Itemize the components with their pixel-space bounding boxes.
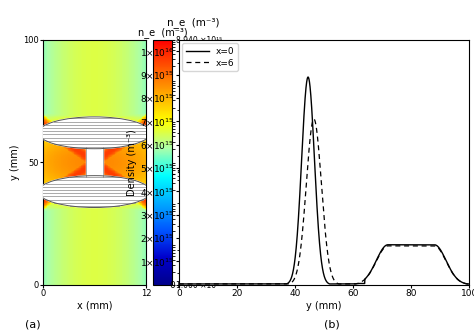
x=0 [209,282,215,286]
x=6 [311,117,317,121]
x=6 [287,281,293,285]
Circle shape [38,117,151,149]
x=6 [209,282,215,286]
Legend: x=0, x=6: x=0, x=6 [182,43,238,71]
x=0 [466,282,472,286]
Y-axis label: Density (m⁻³): Density (m⁻³) [128,129,137,196]
X-axis label: y (mm): y (mm) [306,301,342,310]
x=0 [300,135,306,139]
x=0 [305,75,311,79]
Line: x=6: x=6 [179,119,469,284]
Text: n_e  (m⁻³): n_e (m⁻³) [167,17,219,28]
x=6 [466,282,472,286]
x=6 [176,282,182,286]
Y-axis label: y (mm): y (mm) [10,144,20,180]
x=6 [461,281,466,285]
Text: (b): (b) [324,320,340,330]
x=6 [300,226,306,230]
x=0 [227,282,232,286]
Circle shape [38,176,151,208]
x=0 [429,243,435,247]
x=0 [461,281,466,285]
Text: (a): (a) [26,320,41,330]
X-axis label: x (mm): x (mm) [77,301,112,310]
x=0 [287,278,293,282]
Line: x=0: x=0 [179,77,469,284]
x=0 [176,282,182,286]
x=6 [227,282,232,286]
x=6 [429,244,435,248]
Title: n_e  (m⁻³): n_e (m⁻³) [138,27,187,38]
